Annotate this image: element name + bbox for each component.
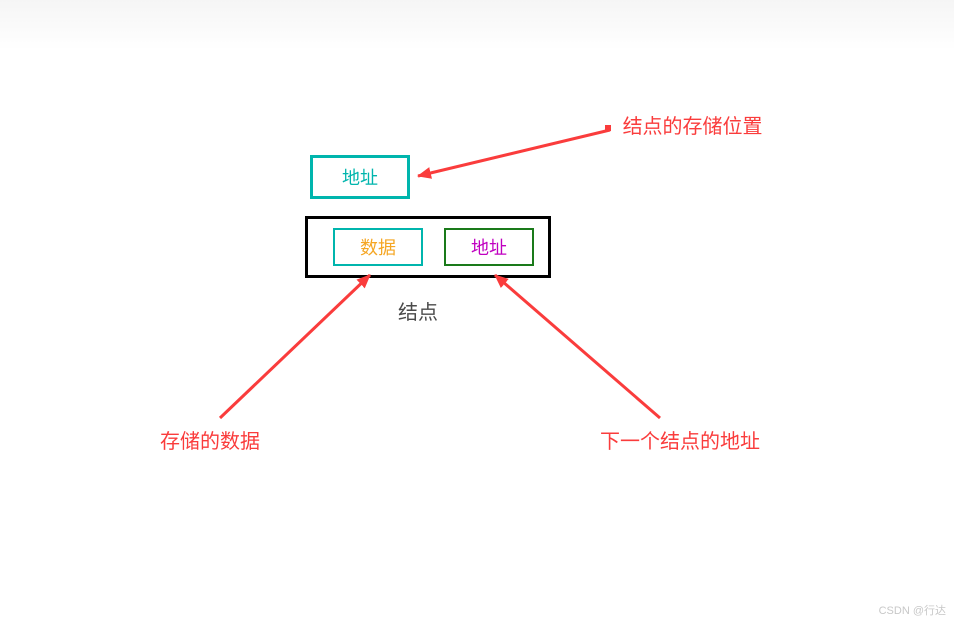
top-address-text: 地址	[342, 164, 378, 190]
annotation-stored-data: 存储的数据	[160, 425, 260, 454]
arrow	[418, 130, 610, 176]
arrows-layer	[0, 0, 954, 624]
annotation-next-address: 下一个结点的地址	[600, 425, 760, 454]
data-field-text: 数据	[360, 234, 396, 260]
node-label: 结点	[398, 296, 438, 325]
annotation-storage-location: 结点的存储位置	[605, 110, 763, 139]
next-address-box: 地址	[444, 228, 534, 266]
arrow	[495, 275, 660, 418]
bullet-icon	[605, 125, 611, 131]
watermark: CSDN @行达	[879, 602, 946, 618]
data-field-box: 数据	[333, 228, 423, 266]
top-address-box: 地址	[310, 155, 410, 199]
next-address-text: 地址	[471, 234, 507, 260]
arrow	[220, 275, 370, 418]
